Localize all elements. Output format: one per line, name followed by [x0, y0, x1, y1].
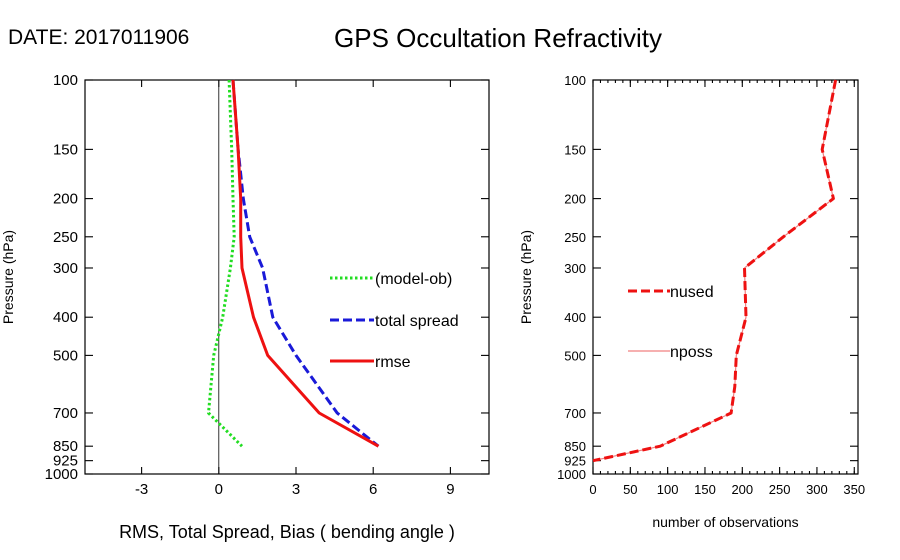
left-legend-label: (model-ob) — [375, 271, 452, 288]
right-x-tick-label: 350 — [843, 482, 865, 497]
right-y-tick-label: 250 — [564, 230, 586, 245]
left-series-model-ob — [207, 79, 244, 448]
left-y-tick-label: 100 — [53, 72, 78, 89]
right-y-tick-label: 500 — [564, 348, 586, 363]
right-y-tick-label: 200 — [564, 192, 586, 207]
right-y-tick-label: 1000 — [557, 467, 586, 482]
left-series-total-spread — [231, 79, 380, 448]
left-y-tick-label: 200 — [53, 191, 78, 208]
right-chart: 0 50 100 150 200 250 300 350 100 150 200 250 300 400 5… — [518, 73, 865, 530]
left-legend-label: rmse — [375, 354, 411, 371]
left-x-axis-label: RMS, Total Spread, Bias ( bending angle … — [119, 522, 455, 542]
left-y-tick-label: 700 — [53, 405, 78, 422]
left-chart: -3 0 3 6 9 100 150 200 250 300 400 500 700 8509251000… — [0, 72, 490, 542]
left-x-tick-label: 9 — [446, 481, 454, 498]
date-label: DATE: 2017011906 — [8, 26, 189, 49]
right-y-tick-label: 150 — [564, 142, 586, 157]
left-plot-frame — [84, 79, 490, 475]
right-y-tick-label: 300 — [564, 261, 586, 276]
right-y-tick-label: 700 — [564, 406, 586, 421]
left-x-tick-label: 3 — [292, 481, 300, 498]
right-x-tick-label: 50 — [623, 482, 637, 497]
left-y-tick-label: 150 — [53, 141, 78, 158]
right-y-tick-label: 850 — [564, 439, 586, 454]
right-legend-label: nused — [670, 284, 714, 301]
right-x-tick-label: 150 — [694, 482, 716, 497]
left-y-tick-label: 300 — [53, 260, 78, 277]
right-x-axis-label: number of observations — [652, 514, 798, 530]
left-x-tick-label: 0 — [215, 481, 223, 498]
right-series-nposs — [592, 79, 837, 462]
left-y-axis-label: Pressure (hPa) — [0, 230, 16, 324]
right-y-tick-label: 400 — [564, 310, 586, 325]
left-x-tick-label: 6 — [369, 481, 377, 498]
left-legend-label: total spread — [375, 313, 459, 330]
left-y-tick-label: 500 — [53, 347, 78, 364]
left-x-tick-label: -3 — [135, 481, 148, 498]
right-x-tick-label: 300 — [806, 482, 828, 497]
right-y-tick-label: 925 — [564, 454, 586, 469]
right-x-tick-label: 250 — [769, 482, 791, 497]
right-series-nused — [592, 79, 838, 463]
left-y-tick-label: 850 — [53, 438, 78, 455]
figure-title: GPS Occultation Refractivity — [334, 23, 662, 53]
right-y-axis-label: Pressure (hPa) — [518, 230, 534, 324]
left-y-tick-label: 925 — [53, 453, 78, 470]
right-x-tick-label: 100 — [657, 482, 679, 497]
right-x-tick-label: 200 — [731, 482, 753, 497]
left-y-tick-label: 250 — [53, 229, 78, 246]
right-y-tick-label: 100 — [564, 73, 586, 88]
left-y-tick-label: 400 — [53, 309, 78, 326]
right-legend-label: nposs — [670, 344, 713, 361]
left-series-rmse — [231, 79, 380, 448]
right-x-tick-label: 0 — [589, 482, 596, 497]
right-plot-frame — [592, 79, 859, 475]
left-y-tick-label: 1000 — [45, 466, 78, 483]
